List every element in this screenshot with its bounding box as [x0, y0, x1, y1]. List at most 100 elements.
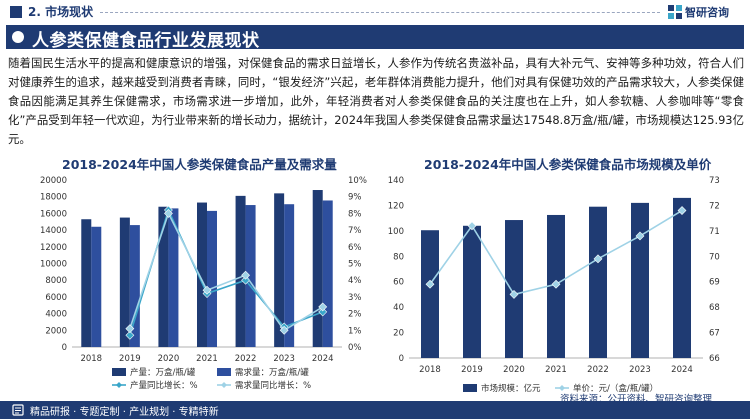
y2-tick-label: 66: [709, 354, 720, 364]
legend-label: 单价：元/（盒/瓶/罐）: [573, 383, 658, 394]
y-tick-label: 14000: [40, 226, 67, 236]
bar: [197, 202, 207, 347]
y2-tick-label: 69: [709, 278, 720, 288]
y2-tick-label: 6%: [348, 243, 362, 253]
y-tick-label: 4000: [45, 310, 67, 320]
y-tick-label: 0: [399, 354, 404, 364]
x-tick-label: 2024: [671, 365, 693, 375]
section-heading: 2. 市场现状: [28, 5, 94, 19]
x-tick-label: 2021: [545, 365, 567, 375]
y-tick-label: 16000: [40, 209, 67, 219]
y2-tick-label: 5%: [348, 260, 362, 270]
production-demand-chart: 0 2000 4000 6000 8000 10000 12000 14000 16000 180…: [40, 176, 367, 391]
y2-tick-label: 8%: [348, 209, 362, 219]
line-point: [318, 307, 328, 317]
x-tick-label: 2020: [503, 365, 525, 375]
bar: [322, 200, 333, 347]
bar: [245, 205, 256, 347]
bar: [207, 210, 217, 347]
legend-swatch: [217, 368, 231, 376]
line-point: [164, 208, 173, 218]
body-paragraph: 随着国民生活水平的提高和健康意识的增强，对保健食品的需求日益增长，人参作为传统名…: [8, 56, 744, 147]
line-point: [318, 302, 328, 312]
chart2-title: 2018-2024年中国人参类保健食品市场规模及单价: [424, 157, 712, 172]
bar: [421, 230, 439, 358]
legend-label: 产量同比增长：%: [130, 380, 198, 391]
x-tick-label: 2023: [273, 354, 295, 364]
section-square-icon: [10, 6, 22, 18]
bar: [81, 219, 92, 347]
y-tick-label: 20: [393, 329, 404, 339]
market-size-price-chart: 0 20 40 60 80 100 120 140 66 67 68 69 70 71 72 73 2018 20…: [388, 176, 720, 394]
y-tick-label: 2000: [45, 326, 67, 336]
y-tick-label: 80: [393, 252, 404, 262]
y-tick-label: 12000: [40, 243, 67, 253]
line-point: [279, 325, 289, 335]
bar: [673, 197, 691, 358]
y2-tick-label: 3%: [348, 293, 362, 303]
report-book-icon: [12, 404, 24, 416]
line-point: [635, 231, 645, 241]
x-tick-label: 2022: [587, 365, 609, 375]
legend-label: 需求量同比增长：%: [235, 380, 311, 391]
x-tick-label: 2023: [629, 365, 651, 375]
source-note: 资料来源：公开资料、智研咨询整理: [560, 394, 713, 405]
y2-tick-label: 73: [709, 176, 720, 186]
y2-tick-label: 4%: [348, 276, 362, 286]
y2-tick-label: 2%: [348, 310, 362, 320]
y-tick-label: 6000: [45, 293, 67, 303]
page-title: 人参类保健食品行业发展现状: [32, 31, 260, 51]
bar: [235, 195, 246, 347]
legend-swatch: [463, 384, 477, 392]
y2-tick-label: 68: [709, 303, 720, 313]
line-point: [677, 206, 687, 215]
legend-label: 市场规模：亿元: [481, 383, 541, 394]
bar: [274, 193, 285, 347]
x-tick-label: 2020: [158, 354, 180, 364]
top-bar: 2. 市场现状 智研咨询: [0, 0, 750, 24]
bar: [119, 217, 130, 347]
x-tick-label: 2024: [312, 354, 334, 364]
chart1-title: 2018-2024年中国人参类保健食品产量及需求量: [62, 157, 337, 172]
y2-tick-label: 71: [709, 227, 720, 237]
y-tick-label: 60: [393, 278, 404, 288]
y-tick-label: 20000: [40, 176, 67, 186]
legend-label: 需求量：万盒/瓶/罐: [235, 367, 309, 378]
line-point: [125, 324, 135, 334]
footer-text: 精品研报 · 专题定制 · 产业规划 · 专精特新: [30, 407, 219, 418]
legend-marker: [221, 382, 227, 388]
bar: [284, 204, 295, 347]
y-tick-label: 0: [62, 343, 67, 353]
line-point: [425, 279, 435, 289]
bar: [91, 226, 102, 347]
bar: [505, 220, 523, 358]
y-tick-label: 140: [388, 176, 404, 186]
bar: [463, 225, 481, 358]
y2-tick-label: 1%: [348, 326, 362, 336]
x-tick-label: 2021: [196, 354, 218, 364]
y2-tick-label: 0%: [348, 343, 362, 353]
bar: [631, 202, 649, 358]
line-point: [593, 254, 603, 264]
series-line: [129, 211, 324, 332]
bar: [168, 208, 179, 347]
zhiyan-logo-icon: [668, 5, 682, 19]
legend-marker: [559, 385, 565, 391]
line-point: [551, 279, 561, 289]
banner-dot-icon: [12, 31, 24, 43]
y-tick-label: 10000: [40, 260, 67, 270]
legend-marker: [116, 382, 122, 388]
y2-tick-label: 10%: [348, 176, 367, 186]
x-tick-label: 2022: [235, 354, 257, 364]
line-point: [202, 285, 212, 295]
x-tick-label: 2018: [419, 365, 441, 375]
y2-tick-label: 67: [709, 329, 720, 339]
title-banner: 人参类保健食品行业发展现状: [6, 25, 744, 51]
legend-swatch: [112, 368, 126, 376]
brand-logo: 智研咨询: [668, 4, 729, 20]
footer-bar: 精品研报 · 专题定制 · 产业规划 · 专精特新: [0, 401, 750, 419]
legend-label: 产量：万盒/瓶/罐: [130, 367, 196, 378]
line-point: [467, 221, 477, 231]
logo-text: 智研咨询: [685, 6, 729, 19]
y-tick-label: 18000: [40, 193, 67, 203]
